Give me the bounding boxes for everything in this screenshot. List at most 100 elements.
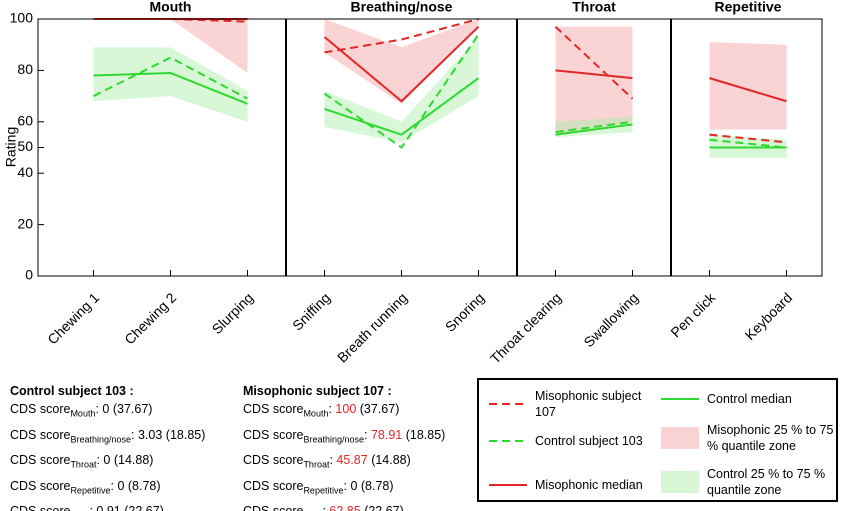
score-value: 0.91 <box>96 504 121 511</box>
x-tick-label: Chewing 1 <box>44 289 102 347</box>
y-tick-label: 100 <box>10 10 34 26</box>
legend-label: Misophonic median <box>535 478 643 492</box>
separator: : <box>328 402 332 416</box>
quantile-zone <box>93 47 248 122</box>
score-line: CDS scoreTotal: 62.85 (22.67) <box>243 501 445 511</box>
series-line <box>555 123 633 136</box>
score-sub: Breathing/nose <box>303 434 364 444</box>
legend-item: Control subject 103 <box>487 430 657 452</box>
plot-frame <box>37 18 823 277</box>
panel-title: Mouth <box>150 0 192 15</box>
score-value: 0 <box>350 478 358 493</box>
panel-title: Throat <box>572 0 616 15</box>
block-title: Misophonic subject 107 : <box>243 384 392 398</box>
score-sub: Throat <box>303 459 330 470</box>
legend-label: Misophonic 25 % to 75 % quantile zone <box>707 423 834 453</box>
separator: : <box>96 453 100 467</box>
score-label: CDS score <box>10 427 71 442</box>
series-line <box>324 77 480 136</box>
score-ref: (37.67) <box>359 402 400 416</box>
legend-item: Misophonic 25 % to 75 % quantile zone <box>659 422 834 454</box>
separator: : <box>89 504 93 511</box>
x-tick-label: Pen click <box>667 289 719 341</box>
quantile-zone <box>555 26 633 135</box>
panel-title: Repetitive <box>715 0 782 15</box>
score-value: 45.87 <box>336 453 368 467</box>
x-tick-label: Throat clearing <box>487 289 564 366</box>
legend: Misophonic subject 107 Control subject 10… <box>477 378 838 502</box>
score-sub: Mouth <box>303 408 329 419</box>
score-label: CDS score <box>243 504 304 511</box>
legend-swatch <box>661 471 699 493</box>
legend-swatch <box>489 403 527 405</box>
series-line <box>555 69 633 80</box>
series-line <box>709 77 787 103</box>
score-value: 62.85 <box>329 504 361 511</box>
series-line <box>323 33 480 149</box>
chart: Rating 0 20 40 50 60 80 100 Mouth Breathing/nose… <box>3 0 823 367</box>
score-line: CDS scoreMouth: 100 (37.67) <box>243 399 445 425</box>
series-line <box>93 56 248 100</box>
legend-item: Misophonic subject 107 <box>487 388 657 420</box>
legend-patch <box>661 471 699 493</box>
y-tick-label: 50 <box>17 138 33 154</box>
legend-swatch <box>489 440 527 442</box>
x-tick-label: Slurping <box>209 289 257 337</box>
score-ref: (22.67) <box>364 504 404 511</box>
x-tick-label: Breath running <box>334 289 410 365</box>
score-line: CDS scoreThroat: 45.87 (14.88) <box>243 450 445 476</box>
score-label: CDS score <box>243 478 304 493</box>
legend-label: Control 25 % to 75 % quantile zone <box>707 467 826 497</box>
score-value: 0 <box>117 478 125 493</box>
score-ref: (18.85) <box>165 427 206 442</box>
score-sub: Mouth <box>70 408 96 419</box>
score-value: 78.91 <box>370 427 403 442</box>
series-line <box>93 71 248 105</box>
legend-item: Control 25 % to 75 % quantile zone <box>659 466 834 498</box>
score-line: CDS scoreTotal: 0.91 (22.67) <box>10 501 205 511</box>
score-line: CDS scoreBreathing/nose: 3.03 (18.85) <box>10 425 205 451</box>
score-sub: Breathing/nose <box>70 434 131 444</box>
y-tick-label: 40 <box>17 164 33 180</box>
score-label: CDS score <box>243 427 304 442</box>
y-tick-label: 60 <box>17 113 33 129</box>
score-value: 100 <box>335 402 357 416</box>
score-ref: (8.78) <box>360 478 394 493</box>
score-ref: (22.67) <box>124 504 164 511</box>
score-label: CDS score <box>10 504 71 511</box>
y-axis-label: Rating <box>3 127 19 167</box>
score-block: Misophonic subject 107 : CDS scoreMouth: … <box>243 383 445 511</box>
score-ref: (8.78) <box>127 478 161 493</box>
separator: : <box>130 427 135 442</box>
x-tick-label: Chewing 2 <box>121 289 179 347</box>
x-tick-label: Snoring <box>442 289 487 334</box>
legend-patch <box>661 427 699 449</box>
legend-label: Misophonic subject 107 <box>535 389 642 419</box>
separator: : <box>363 427 368 442</box>
separator: : <box>329 453 333 467</box>
quantile-zone <box>324 36 479 143</box>
x-tick-label: Swallowing <box>580 289 641 350</box>
score-value: 3.03 <box>137 427 163 442</box>
separator: : <box>95 402 99 416</box>
series-line <box>323 25 480 103</box>
score-line: CDS scoreRepetitive: 0 (8.78) <box>243 476 445 502</box>
legend-label: Control median <box>707 392 792 406</box>
score-line: CDS scoreRepetitive: 0 (8.78) <box>10 476 205 502</box>
score-ref: (18.85) <box>405 427 446 442</box>
legend-label: Control subject 103 <box>535 434 643 448</box>
x-tick-label: Sniffing <box>289 289 333 333</box>
series-line <box>554 25 634 100</box>
score-line: CDS scoreBreathing/nose: 78.91 (18.85) <box>243 425 445 451</box>
score-value: 0 <box>102 402 110 416</box>
quantile-zone <box>324 19 479 104</box>
separator: : <box>343 478 347 493</box>
score-ref: (14.88) <box>113 453 154 467</box>
score-line: CDS scoreThroat: 0 (14.88) <box>10 450 205 476</box>
y-tick-label: 80 <box>17 61 33 77</box>
series-line <box>324 18 479 54</box>
separator: : <box>110 478 114 493</box>
x-tick-label: Keyboard <box>742 289 796 343</box>
score-ref: (37.67) <box>112 402 153 416</box>
